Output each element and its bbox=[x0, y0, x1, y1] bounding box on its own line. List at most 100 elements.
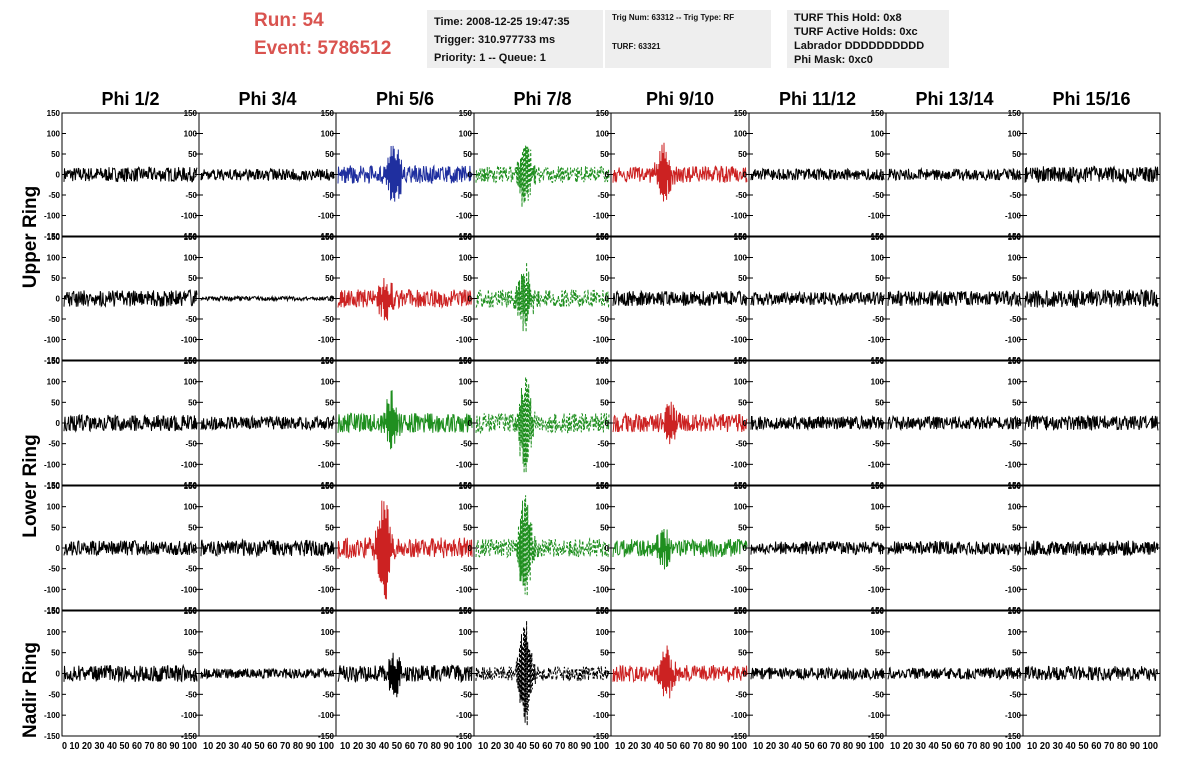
waveform-trace bbox=[63, 414, 198, 433]
y-tick-label: 150 bbox=[871, 607, 885, 616]
y-tick-label: 50 bbox=[1012, 274, 1021, 283]
y-tick-label: 0 bbox=[193, 419, 198, 428]
y-tick-label: 100 bbox=[459, 254, 473, 263]
y-tick-label: -100 bbox=[318, 336, 335, 345]
y-tick-label: -50 bbox=[48, 565, 60, 574]
y-tick-label: -100 bbox=[44, 585, 61, 594]
y-tick-label: 100 bbox=[596, 130, 610, 139]
waveform-trace bbox=[337, 500, 473, 600]
y-tick-label: -100 bbox=[593, 212, 610, 221]
y-tick-label: 0 bbox=[193, 544, 198, 553]
y-tick-label: 100 bbox=[459, 130, 473, 139]
y-tick-label: 0 bbox=[605, 544, 610, 553]
phi-mask-line: Phi Mask: 0xc0 bbox=[794, 54, 873, 66]
waveform-trace bbox=[63, 540, 198, 557]
y-tick-label: 150 bbox=[734, 607, 748, 616]
y-tick-label: 50 bbox=[463, 274, 472, 283]
row-group-label: Lower Ring bbox=[20, 434, 41, 537]
y-tick-label: 150 bbox=[47, 233, 61, 242]
y-tick-label: 150 bbox=[734, 482, 748, 491]
y-tick-label: -50 bbox=[460, 690, 472, 699]
y-tick-label: 100 bbox=[734, 130, 748, 139]
y-tick-label: 0 bbox=[468, 171, 473, 180]
column-title: Phi 9/10 bbox=[646, 89, 714, 109]
y-tick-label: 50 bbox=[188, 274, 197, 283]
y-tick-label: 100 bbox=[734, 503, 748, 512]
y-tick-label: -150 bbox=[1005, 732, 1022, 741]
y-tick-label: 100 bbox=[459, 378, 473, 387]
y-tick-label: 150 bbox=[321, 233, 335, 242]
y-tick-label: 100 bbox=[871, 130, 885, 139]
y-tick-label: -50 bbox=[597, 191, 609, 200]
waveform-trace bbox=[200, 294, 335, 303]
y-tick-label: 50 bbox=[51, 150, 60, 159]
y-tick-label: 0 bbox=[880, 544, 885, 553]
y-tick-label: -100 bbox=[318, 460, 335, 469]
waveform-trace bbox=[337, 390, 473, 450]
y-tick-label: -100 bbox=[44, 212, 61, 221]
y-tick-label: 50 bbox=[875, 150, 884, 159]
trig-info-box: Trig Num: 63312 -- Trig Type: RF TURF: 6… bbox=[605, 10, 771, 68]
y-tick-label: -100 bbox=[731, 585, 748, 594]
y-tick-label: 0 bbox=[743, 171, 748, 180]
y-tick-label: 50 bbox=[738, 398, 747, 407]
y-tick-label: -100 bbox=[318, 212, 335, 221]
y-tick-label: 50 bbox=[325, 398, 334, 407]
waveform-trace bbox=[337, 277, 473, 321]
y-tick-label: -100 bbox=[181, 212, 198, 221]
y-tick-label: -150 bbox=[44, 732, 61, 741]
y-tick-label: 50 bbox=[463, 150, 472, 159]
waveform-trace bbox=[750, 414, 885, 432]
y-tick-label: 50 bbox=[463, 398, 472, 407]
y-tick-label: 150 bbox=[596, 109, 610, 118]
y-tick-label: 0 bbox=[56, 670, 61, 679]
y-tick-label: 100 bbox=[734, 254, 748, 263]
y-tick-label: -50 bbox=[185, 690, 197, 699]
y-tick-label: -150 bbox=[318, 732, 335, 741]
y-tick-label: 50 bbox=[875, 649, 884, 658]
y-tick-label: -50 bbox=[1009, 315, 1021, 324]
waveform-trace bbox=[475, 262, 610, 333]
y-tick-label: 0 bbox=[330, 419, 335, 428]
y-tick-label: 150 bbox=[47, 482, 61, 491]
y-tick-label: 50 bbox=[600, 274, 609, 283]
y-tick-label: -50 bbox=[322, 565, 334, 574]
y-tick-label: 150 bbox=[459, 109, 473, 118]
y-tick-label: 0 bbox=[1017, 295, 1022, 304]
waveform-trace bbox=[887, 414, 1022, 432]
waveform-trace bbox=[337, 145, 473, 202]
time-info-box: Time: 2008-12-25 19:47:35 Trigger: 310.9… bbox=[427, 10, 603, 68]
y-tick-label: 0 bbox=[193, 670, 198, 679]
y-tick-label: -50 bbox=[185, 565, 197, 574]
y-tick-label: 100 bbox=[321, 254, 335, 263]
y-tick-label: 100 bbox=[1008, 378, 1022, 387]
y-tick-label: 100 bbox=[1008, 254, 1022, 263]
y-tick-label: 0 bbox=[605, 419, 610, 428]
y-tick-label: 150 bbox=[871, 233, 885, 242]
y-tick-label: 0 bbox=[330, 171, 335, 180]
y-tick-label: -100 bbox=[1005, 212, 1022, 221]
y-tick-label: 100 bbox=[871, 378, 885, 387]
y-tick-label: -100 bbox=[868, 336, 885, 345]
waveform-trace bbox=[475, 620, 610, 726]
y-tick-label: -50 bbox=[597, 690, 609, 699]
y-tick-label: 150 bbox=[1008, 357, 1022, 366]
y-tick-label: 100 bbox=[459, 503, 473, 512]
y-tick-label: -150 bbox=[456, 732, 473, 741]
waveform-trace bbox=[200, 414, 335, 432]
column-title: Phi 5/6 bbox=[376, 89, 434, 109]
y-tick-label: 100 bbox=[184, 628, 198, 637]
y-tick-label: 150 bbox=[734, 357, 748, 366]
y-tick-label: 100 bbox=[321, 628, 335, 637]
y-tick-label: 50 bbox=[1012, 150, 1021, 159]
y-tick-label: -100 bbox=[318, 585, 335, 594]
y-tick-label: 100 bbox=[871, 628, 885, 637]
y-tick-label: 150 bbox=[871, 109, 885, 118]
y-tick-label: 50 bbox=[738, 150, 747, 159]
y-tick-label: 50 bbox=[51, 523, 60, 532]
column-title: Phi 15/16 bbox=[1052, 89, 1130, 109]
y-tick-label: 50 bbox=[600, 398, 609, 407]
y-tick-label: 50 bbox=[600, 649, 609, 658]
x-tick-label: 10 20 30 40 50 60 70 80 90 100 bbox=[340, 741, 472, 752]
y-tick-label: 0 bbox=[193, 171, 198, 180]
